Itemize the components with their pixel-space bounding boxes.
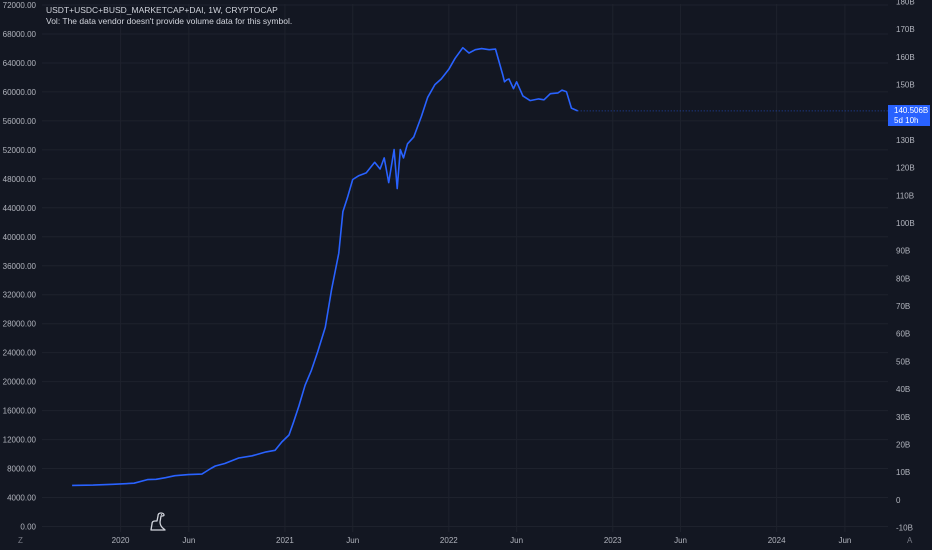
symbol-title[interactable]: USDT+USDC+BUSD_MARKETCAP+DAI, 1W, CRYPTO… [46,5,278,15]
time-axis-tick-label: 2023 [604,536,622,545]
left-axis-tick-label: 60000.00 [3,88,37,97]
right-axis-tick-label: 130B [896,136,915,145]
right-price-axis[interactable]: -10B 0 10B 20B 30B 40B 50B 60B 70B 80B 90B 100B 110B… [896,0,915,533]
right-axis-tick-label: 80B [896,274,910,283]
left-axis-tick-label: 44000.00 [3,204,37,213]
time-axis-tick-label: 2022 [440,536,458,545]
right-axis-tick-label: 160B [896,53,915,62]
left-axis-tick-label: 4000.00 [7,494,36,503]
left-axis-tick-label: 28000.00 [3,320,37,329]
left-axis-tick-label: 0.00 [20,523,36,532]
grid [42,4,888,532]
left-axis-tick-label: 40000.00 [3,233,37,242]
right-axis-tick-label: 150B [896,81,915,90]
time-axis[interactable]: 2020 Jun 2021 Jun 2022 Jun 2023 Jun 2024 Jun [112,536,852,545]
last-price-badge: 140.506B 5d 10h [888,105,930,126]
series-line[interactable] [72,46,579,487]
auto-scale-button[interactable]: A [907,536,913,545]
chart-legend[interactable]: USDT+USDC+BUSD_MARKETCAP+DAI, 1W, CRYPTO… [46,5,292,27]
time-axis-tick-label: Jun [838,536,851,545]
last-price-value: 140.506B [894,106,929,115]
timezone-toggle-button[interactable]: Z [18,536,23,545]
left-price-axis[interactable]: 0.00 4000.00 8000.00 12000.00 16000.00 20000.… [3,1,37,532]
left-axis-tick-label: 8000.00 [7,465,36,474]
left-axis-tick-label: 56000.00 [3,117,37,126]
left-axis-tick-label: 20000.00 [3,378,37,387]
left-axis-tick-label: 64000.00 [3,59,37,68]
series-layer [72,46,888,487]
tradingview-dino-icon [150,512,166,531]
left-axis-tick-label: 48000.00 [3,175,37,184]
right-axis-tick-label: 110B [896,191,914,200]
left-axis-tick-label: 36000.00 [3,262,37,271]
right-axis-tick-label: 10B [896,468,910,477]
time-axis-tick-label: Jun [510,536,523,545]
time-axis-tick-label: 2024 [768,536,786,545]
right-axis-tick-label: 180B [896,0,915,7]
right-axis-tick-label: 120B [896,164,915,173]
right-axis-tick-label: 40B [896,385,910,394]
right-axis-tick-label: 70B [896,302,910,311]
right-axis-tick-label: 0 [896,496,901,505]
right-axis-tick-label: 100B [896,219,915,228]
right-axis-tick-label: 30B [896,413,910,422]
left-axis-tick-label: 24000.00 [3,349,37,358]
time-axis-tick-label: Jun [346,536,359,545]
right-axis-tick-label: 170B [896,25,915,34]
left-axis-tick-label: 68000.00 [3,30,37,39]
right-axis-tick-label: 20B [896,440,910,449]
right-axis-tick-label: 60B [896,330,910,339]
volume-note: Vol: The data vendor doesn't provide vol… [46,16,293,26]
left-axis-tick-label: 16000.00 [3,407,37,416]
right-axis-tick-label: -10B [896,524,913,533]
bar-countdown: 5d 10h [894,116,919,125]
left-axis-tick-label: 72000.00 [3,1,37,10]
time-axis-tick-label: Jun [674,536,687,545]
time-axis-tick-label: 2020 [112,536,130,545]
right-axis-tick-label: 50B [896,357,910,366]
left-axis-tick-label: 32000.00 [3,291,37,300]
left-axis-tick-label: 52000.00 [3,146,37,155]
right-axis-tick-label: 90B [896,247,910,256]
time-axis-tick-label: 2021 [276,536,294,545]
time-axis-tick-label: Jun [182,536,195,545]
left-axis-tick-label: 12000.00 [3,436,37,445]
